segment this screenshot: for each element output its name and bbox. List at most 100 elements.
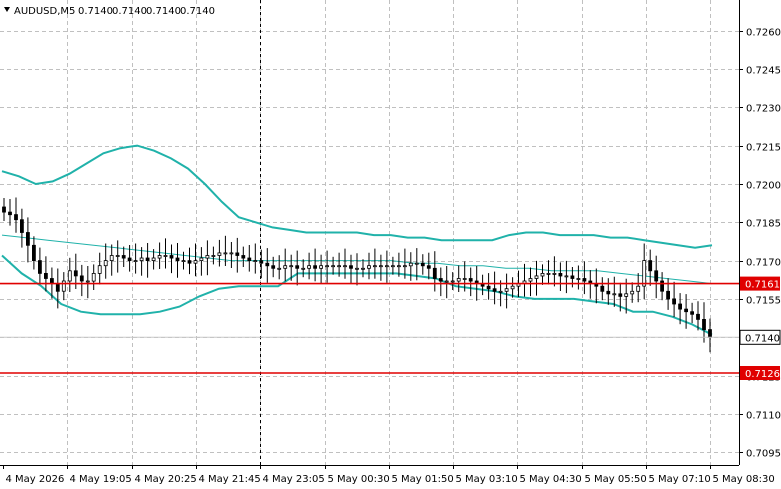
candle-body <box>139 257 144 261</box>
candle <box>169 244 174 274</box>
candle-body <box>390 265 395 268</box>
plot-area <box>0 0 739 465</box>
level-lower-price-label: 0.7126 <box>745 369 780 380</box>
candle <box>97 252 102 285</box>
y-tick-label: 0.7110 <box>746 411 781 422</box>
candle-body <box>378 265 383 268</box>
candle <box>157 242 162 269</box>
y-tick-label: 0.7260 <box>746 28 781 39</box>
candle-body <box>684 308 688 313</box>
candle <box>295 250 300 286</box>
candle-body <box>151 257 156 261</box>
candle <box>552 256 557 287</box>
candle <box>396 252 401 277</box>
level-upper-price-tag <box>740 276 780 291</box>
candle-body <box>426 265 431 269</box>
candle-body <box>14 214 18 221</box>
candle <box>618 282 623 312</box>
candle <box>271 256 276 278</box>
candle <box>8 199 12 226</box>
candle <box>61 272 66 301</box>
candle-body <box>456 278 461 282</box>
candle-body <box>636 285 641 292</box>
candle-body <box>624 293 629 297</box>
candle <box>25 217 30 263</box>
candle-body <box>462 278 467 280</box>
candle-body <box>193 260 198 264</box>
candle <box>301 259 306 278</box>
candle <box>109 244 114 276</box>
candle <box>235 237 240 273</box>
candle-body <box>450 280 455 283</box>
candle-body <box>570 275 575 279</box>
x-tick-label: 4 May 21:45 <box>199 474 261 485</box>
x-tick-label: 5 May 01:50 <box>392 474 454 485</box>
candle <box>139 247 144 276</box>
candle <box>283 248 288 282</box>
x-tick-label: 5 May 00:30 <box>328 474 390 485</box>
candle-body <box>109 255 114 261</box>
level-upper-price-label: 0.7161 <box>745 280 780 291</box>
candle <box>217 239 222 267</box>
candle <box>163 238 168 269</box>
candle-body <box>540 272 545 277</box>
y-tick-label: 0.7215 <box>746 143 781 154</box>
candle <box>223 235 228 266</box>
candle-body <box>211 255 216 257</box>
header-open: 0.7140 <box>78 6 113 17</box>
candle <box>349 254 353 284</box>
header-high: 0.7140 <box>112 6 147 17</box>
y-tick-label: 0.7185 <box>746 219 781 230</box>
candle-body <box>295 265 300 269</box>
candle-body <box>642 260 647 287</box>
candle <box>91 264 96 290</box>
candle-body <box>504 288 509 292</box>
candle <box>402 248 407 279</box>
symbol-triangle-icon[interactable] <box>4 7 10 12</box>
y-tick-label: 0.7200 <box>746 181 781 192</box>
candle <box>38 247 42 285</box>
candle-body <box>319 265 324 269</box>
candle-body <box>259 260 264 264</box>
time-axis[interactable]: 4 May 2026 4 May 19:05 4 May 20:25 4 May 21… <box>3 465 775 485</box>
candle-body <box>534 275 539 279</box>
candle-body <box>289 265 294 268</box>
candle <box>187 247 192 275</box>
candle-body <box>8 211 12 216</box>
candle-body <box>600 285 605 292</box>
candle <box>468 267 473 297</box>
candle-body <box>307 265 312 269</box>
candle-body <box>157 255 162 259</box>
candle <box>253 243 258 274</box>
candle <box>265 248 270 283</box>
candle <box>337 252 342 277</box>
candle-body <box>660 280 664 292</box>
candle-body <box>564 275 569 278</box>
candle-body <box>199 257 204 261</box>
candle <box>408 252 413 281</box>
candle-body <box>115 255 120 257</box>
candle-body <box>38 260 42 274</box>
candle <box>127 245 132 272</box>
x-tick-label: 4 May 20:25 <box>135 474 197 485</box>
candle-body <box>163 255 168 257</box>
candle <box>510 277 515 298</box>
candle <box>367 252 371 280</box>
x-tick-label: 5 May 08:30 <box>713 474 775 485</box>
candle <box>612 276 617 307</box>
candle-body <box>169 255 174 259</box>
candle <box>498 280 503 307</box>
candle <box>181 251 186 270</box>
candle-body <box>325 265 330 268</box>
candle-body <box>438 278 443 282</box>
candle-body <box>337 265 342 268</box>
candle-body <box>313 265 318 269</box>
candle <box>103 243 108 279</box>
candle <box>378 254 383 281</box>
candle <box>462 261 467 292</box>
candle <box>331 256 336 275</box>
candle-body <box>271 265 276 269</box>
candle-body <box>61 280 66 292</box>
price-axis[interactable]: 0.7260 0.7245 0.7230 0.7215 0.7200 0.7185 0.71… <box>739 28 781 460</box>
